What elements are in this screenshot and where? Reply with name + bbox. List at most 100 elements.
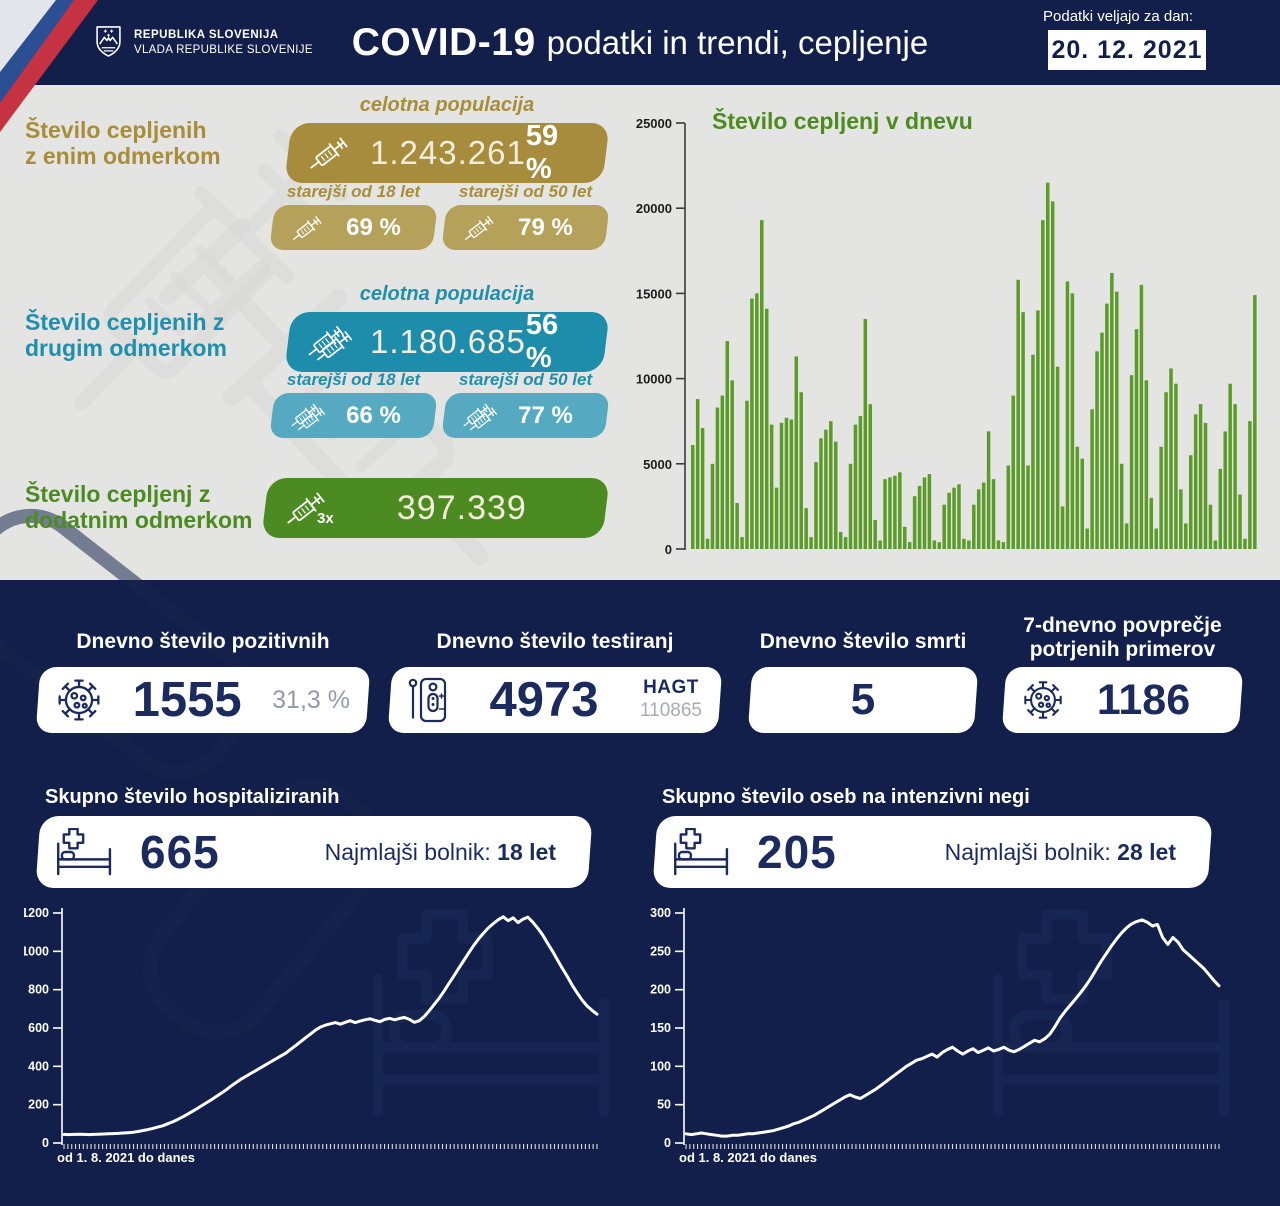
- positive-title: Dnevno število pozitivnih: [76, 630, 330, 653]
- svg-text:400: 400: [28, 1059, 49, 1073]
- second-dose-total-pill: 1.180.685 56 %: [284, 309, 610, 374]
- svg-text:10000: 10000: [636, 372, 672, 387]
- header-bar: REPUBLIKA SLOVENIJA VLADA REPUBLIKE SLOV…: [0, 0, 1280, 85]
- svg-text:100: 100: [650, 1059, 671, 1073]
- svg-text:15000: 15000: [636, 286, 672, 301]
- first-dose-total-pill: 1.243.261 59 %: [284, 120, 610, 185]
- icu-youngest: Najmlajši bolnik: 28 let: [945, 839, 1176, 866]
- svg-text:0: 0: [42, 1136, 49, 1150]
- first-dose-label-line2: z enim odmerkom: [25, 142, 221, 169]
- second-dose-over18-label: starejši od 18 let: [286, 370, 421, 389]
- daily-vaccinations-chart-title: Število cepljenj v dnevu: [712, 108, 973, 134]
- hospital-chart-period-label: od 1. 8. 2021 do danes: [57, 1150, 195, 1165]
- first-dose-over18-percent: 69 %: [346, 213, 401, 241]
- double-syringe-icon: [288, 401, 327, 434]
- slovenia-coat-of-arms-icon: [96, 26, 121, 57]
- hospital-youngest-label: Najmlajši bolnik:: [324, 838, 491, 865]
- svg-text:5000: 5000: [643, 457, 672, 472]
- icu-line-chart: 0 50 100 150 200 250 300: [650, 906, 1221, 1150]
- hospital-bed-icon: [57, 828, 112, 876]
- virus-icon: [58, 679, 100, 721]
- second-dose-label-line2: drugim odmerkom: [25, 334, 227, 361]
- svg-text:0: 0: [664, 1136, 671, 1150]
- first-dose-over50-label: starejši od 50 let: [458, 182, 593, 201]
- first-dose-label-line1: Število cepljenih: [25, 117, 207, 143]
- date-label: Podatki veljajo za dan:: [1043, 8, 1194, 25]
- gov-name-line2: VLADA REPUBLIKE SLOVENIJE: [134, 43, 313, 56]
- double-syringe-icon: [460, 401, 499, 434]
- tests-value: 4973: [489, 673, 599, 727]
- antigen-test-icon: [408, 677, 447, 723]
- avg7-title: 7-dnevno povprečje potrjenih primerov: [1000, 614, 1245, 662]
- svg-text:300: 300: [650, 906, 671, 920]
- hospital-card: 665 Najmlajši bolnik: 18 let: [35, 816, 593, 888]
- hospital-value: 665: [140, 826, 220, 878]
- syringe-icon: [282, 490, 326, 530]
- icu-youngest-label: Najmlajši bolnik:: [944, 838, 1111, 865]
- positive-value: 1555: [132, 673, 242, 727]
- svg-text:1200: 1200: [24, 906, 49, 920]
- first-dose-percent: 59 %: [525, 120, 559, 185]
- svg-text:250: 250: [650, 944, 671, 958]
- hagt-value: 110865: [640, 700, 702, 721]
- page-title: COVID-19 podatki in trendi, cepljenje: [300, 0, 980, 85]
- first-dose-over50-percent: 79 %: [518, 213, 573, 241]
- booster-count: 397.339: [396, 488, 527, 527]
- hospital-section-title: Skupno število hospitaliziranih: [45, 786, 340, 808]
- second-dose-population-label: celotna populacija: [359, 283, 535, 305]
- second-dose-over50-label: starejši od 50 let: [458, 370, 593, 389]
- svg-text:1000: 1000: [24, 944, 49, 958]
- svg-text:50: 50: [657, 1098, 671, 1112]
- tests-card: 4973 HAGT 110865: [387, 667, 723, 733]
- deaths-title: Dnevno število smrti: [759, 630, 967, 653]
- avg7-card: 1186: [1001, 667, 1244, 733]
- second-dose-over50-percent: 77 %: [518, 401, 573, 429]
- first-dose-over18-label: starejši od 18 let: [286, 182, 421, 201]
- vaccination-section: Število cepljenih z enim odmerkom celotn…: [0, 85, 1280, 580]
- booster-pill: 3x 397.339: [261, 478, 610, 538]
- svg-text:800: 800: [28, 983, 49, 997]
- page-title-bold: COVID-19: [351, 20, 536, 64]
- icu-value: 205: [757, 826, 837, 878]
- positive-card: 1555 31,3 %: [35, 667, 371, 733]
- tests-title: Dnevno število testiranj: [436, 630, 674, 653]
- second-dose-label-line1: Število cepljenih z: [25, 309, 225, 335]
- syringe-icon: [461, 214, 495, 244]
- first-dose-label: Število cepljenih z enim odmerkom: [25, 117, 221, 170]
- svg-text:200: 200: [650, 983, 671, 997]
- hospitalized-line-chart: 0 200 400 600 800 1000 1200: [24, 906, 599, 1150]
- first-dose-population-label: celotna populacija: [359, 94, 535, 116]
- svg-text:150: 150: [650, 1021, 671, 1035]
- date-value-box: 20. 12. 2021: [1048, 30, 1206, 70]
- svg-text:25000: 25000: [636, 116, 672, 131]
- hospital-bed-icon: [674, 828, 729, 876]
- avg7-title-line1: 7-dnevno povprečje: [1023, 614, 1222, 637]
- icu-card: 205 Najmlajši bolnik: 28 let: [652, 816, 1213, 888]
- daily-vaccinations-bar-chart: 0 5000 10000 15000 20000 25000: [636, 116, 1257, 557]
- svg-text:0: 0: [665, 542, 672, 557]
- icu-youngest-value: 28 let: [1117, 838, 1176, 865]
- booster-label: Število cepljenj z dodatnim odmerkom: [25, 481, 253, 534]
- hagt-label: HAGT: [643, 677, 699, 699]
- statistics-section: Dnevno število pozitivnih Dnevno število…: [0, 484, 1280, 1206]
- second-dose-over18-pill: 66 %: [269, 393, 438, 438]
- booster-label-line2: dodatnim odmerkom: [25, 506, 253, 533]
- page-title-rest: podatki in trendi, cepljenje: [546, 23, 929, 61]
- first-dose-over18-pill: 69 %: [269, 205, 438, 250]
- first-dose-over50-pill: 79 %: [441, 205, 610, 250]
- second-dose-percent: 56 %: [525, 309, 559, 374]
- booster-label-line1: Število cepljenj z: [25, 481, 211, 507]
- syringe-icon: [289, 214, 323, 244]
- second-dose-over18-percent: 66 %: [346, 401, 401, 429]
- gov-name-line1: REPUBLIKA SLOVENIJA: [134, 28, 279, 41]
- double-syringe-icon: [304, 324, 354, 366]
- svg-text:20000: 20000: [636, 201, 672, 216]
- first-dose-count: 1.243.261: [370, 134, 526, 171]
- virus-icon: [1024, 681, 1062, 719]
- deaths-card: 5: [747, 667, 979, 733]
- hospital-youngest: Najmlajši bolnik: 18 let: [325, 839, 556, 866]
- second-dose-label: Število cepljenih z drugim odmerkom: [25, 309, 227, 362]
- second-dose-count: 1.180.685: [370, 323, 526, 360]
- icu-chart-period-label: od 1. 8. 2021 do danes: [679, 1150, 817, 1165]
